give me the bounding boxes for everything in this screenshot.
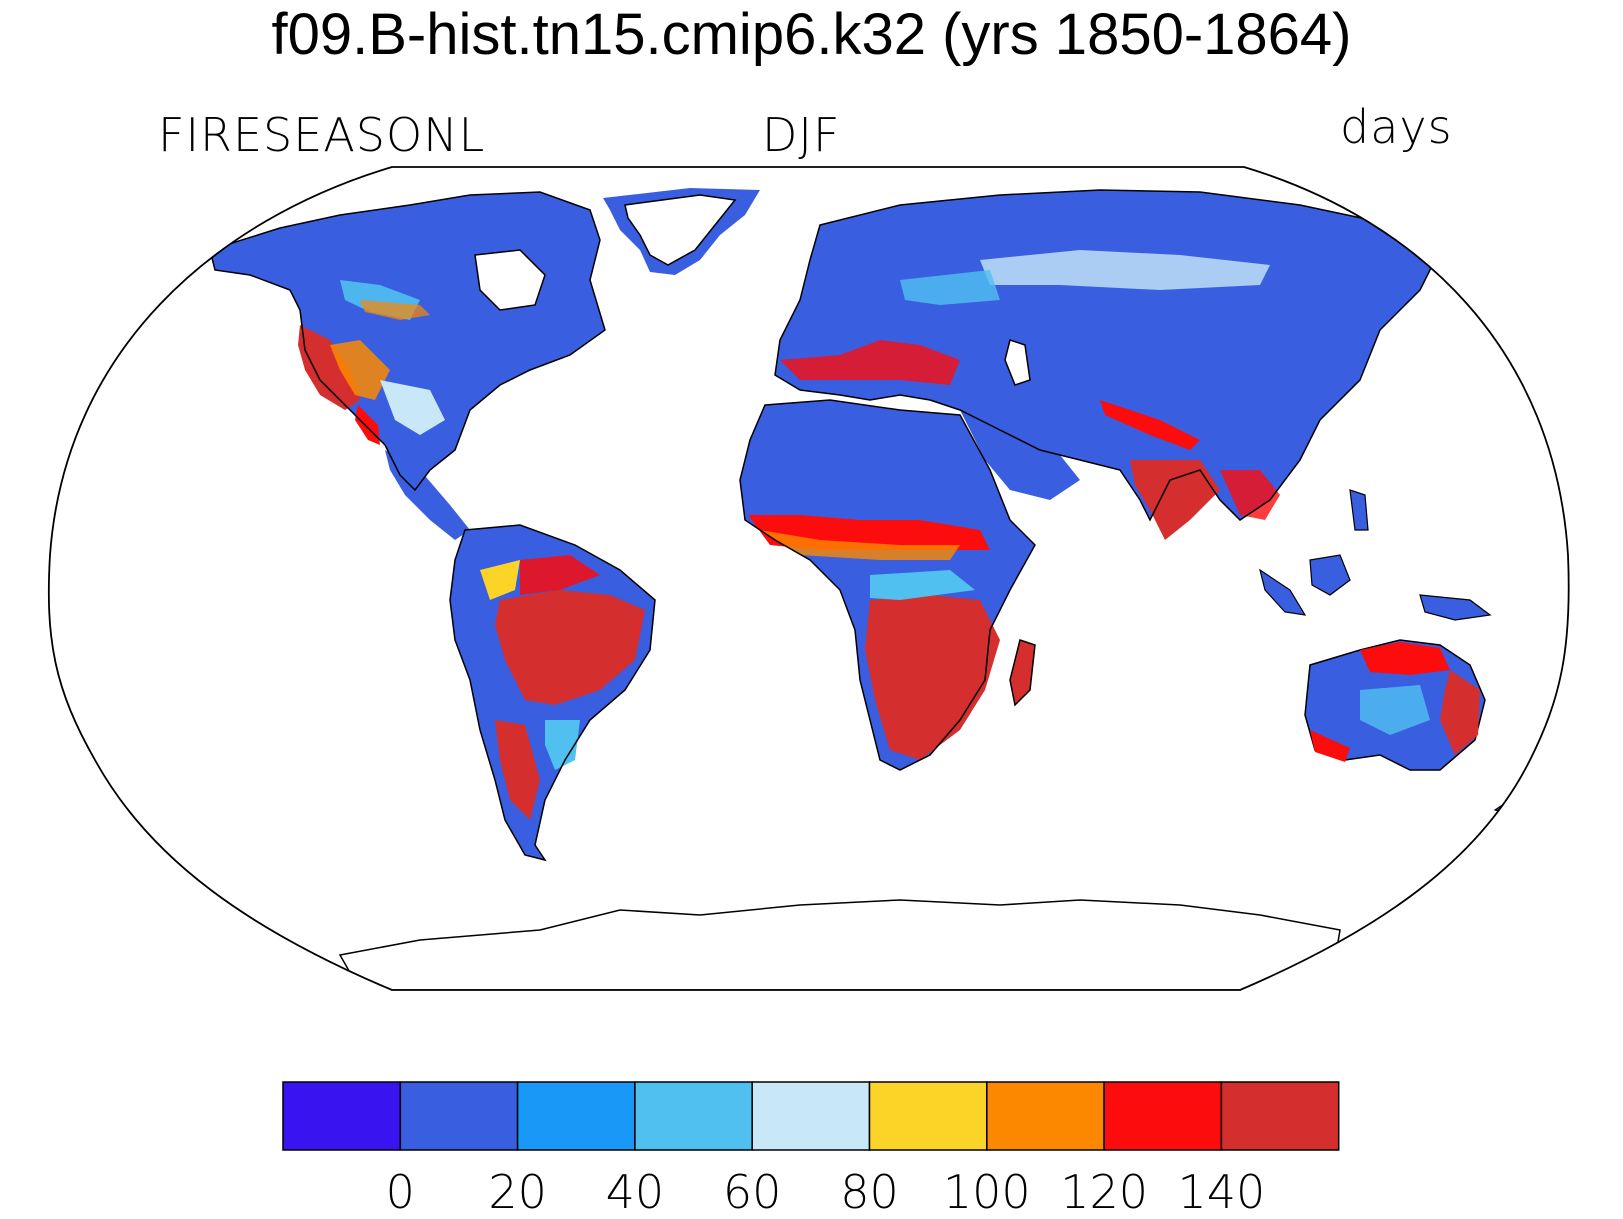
colorbar-swatch-8 — [1220, 1081, 1340, 1151]
australia-north-hot — [1360, 642, 1450, 675]
colorbar-swatch-4 — [751, 1081, 871, 1151]
colorbar-tick-label: 100 — [942, 1165, 1031, 1219]
colorbar-tick-label: 80 — [840, 1165, 899, 1219]
colorbar-swatch-6 — [986, 1081, 1105, 1151]
colorbar-tick-label: 40 — [605, 1165, 665, 1219]
himalaya-band — [1100, 400, 1200, 450]
units-label: days — [1340, 100, 1453, 154]
colorbar — [282, 1081, 1340, 1151]
sa-pampas — [545, 720, 580, 770]
eurasia-mid-band — [900, 270, 1000, 305]
colorbar-tick-label: 60 — [722, 1165, 782, 1219]
seasia-hot — [1220, 470, 1280, 520]
australia-east-hot — [1440, 670, 1480, 755]
australia-south-hot — [1310, 730, 1350, 762]
mexico-hot-coast — [355, 405, 380, 445]
arabia-landmass — [960, 410, 1080, 500]
india-hot — [1130, 460, 1220, 540]
colorbar-tick-label: 140 — [1177, 1165, 1266, 1219]
hudson-bay — [474, 249, 546, 311]
na-central — [380, 380, 445, 435]
colorbar-tick-label: 0 — [385, 1165, 415, 1219]
na-plains-band — [360, 300, 430, 320]
season-label: DJF — [762, 108, 841, 162]
australia-interior — [1360, 685, 1430, 735]
na-west-hot — [298, 325, 360, 410]
coastline-eurasia — [774, 189, 1442, 522]
colorbar-tick-label: 20 — [488, 1165, 547, 1219]
chart-title: f09.B-hist.tn15.cmip6.k32 (yrs 1850-1864… — [271, 2, 1352, 67]
colorbar-swatch-1 — [399, 1081, 519, 1151]
colorbar-swatch-7 — [1103, 1081, 1223, 1151]
variable-label: FIRESEASONL — [158, 108, 486, 162]
new-zealand — [1493, 759, 1561, 816]
new-guinea — [1419, 594, 1492, 621]
globe-outline — [47, 166, 1570, 991]
sahel-warm-band — [760, 530, 960, 560]
north-america-landmass — [210, 192, 605, 490]
colorbar-swatch-2 — [516, 1081, 636, 1151]
eurasia-light-band — [980, 250, 1270, 290]
eurasia-landmass — [775, 190, 1440, 520]
southern-africa-hot — [865, 595, 1000, 760]
philippines — [1349, 489, 1369, 531]
sa-northern-band — [520, 555, 600, 595]
na-west-warm — [330, 340, 390, 400]
coastline-south-america — [449, 524, 656, 862]
colorbar-swatch-0 — [282, 1081, 402, 1151]
mexico-strip — [385, 450, 470, 540]
sa-andes-hot — [495, 720, 540, 820]
colorbar-swatch-3 — [634, 1081, 753, 1151]
caspian-sea — [1004, 339, 1031, 386]
indonesia-sumatra — [1259, 568, 1307, 616]
sa-brazil-hot — [495, 590, 645, 705]
indonesia-borneo — [1309, 554, 1351, 596]
colorbar-tick-label: 120 — [1060, 1165, 1148, 1219]
sa-warm-ring — [480, 560, 520, 600]
colorbar-swatch-5 — [868, 1081, 988, 1151]
antarctica — [338, 899, 1341, 990]
coastline-north-america — [209, 191, 606, 492]
greenland-interior — [624, 194, 737, 266]
mediterranean-hot — [780, 340, 960, 385]
madagascar — [1009, 639, 1036, 707]
coastline-africa — [739, 399, 1036, 771]
africa-mid-light — [870, 570, 975, 600]
